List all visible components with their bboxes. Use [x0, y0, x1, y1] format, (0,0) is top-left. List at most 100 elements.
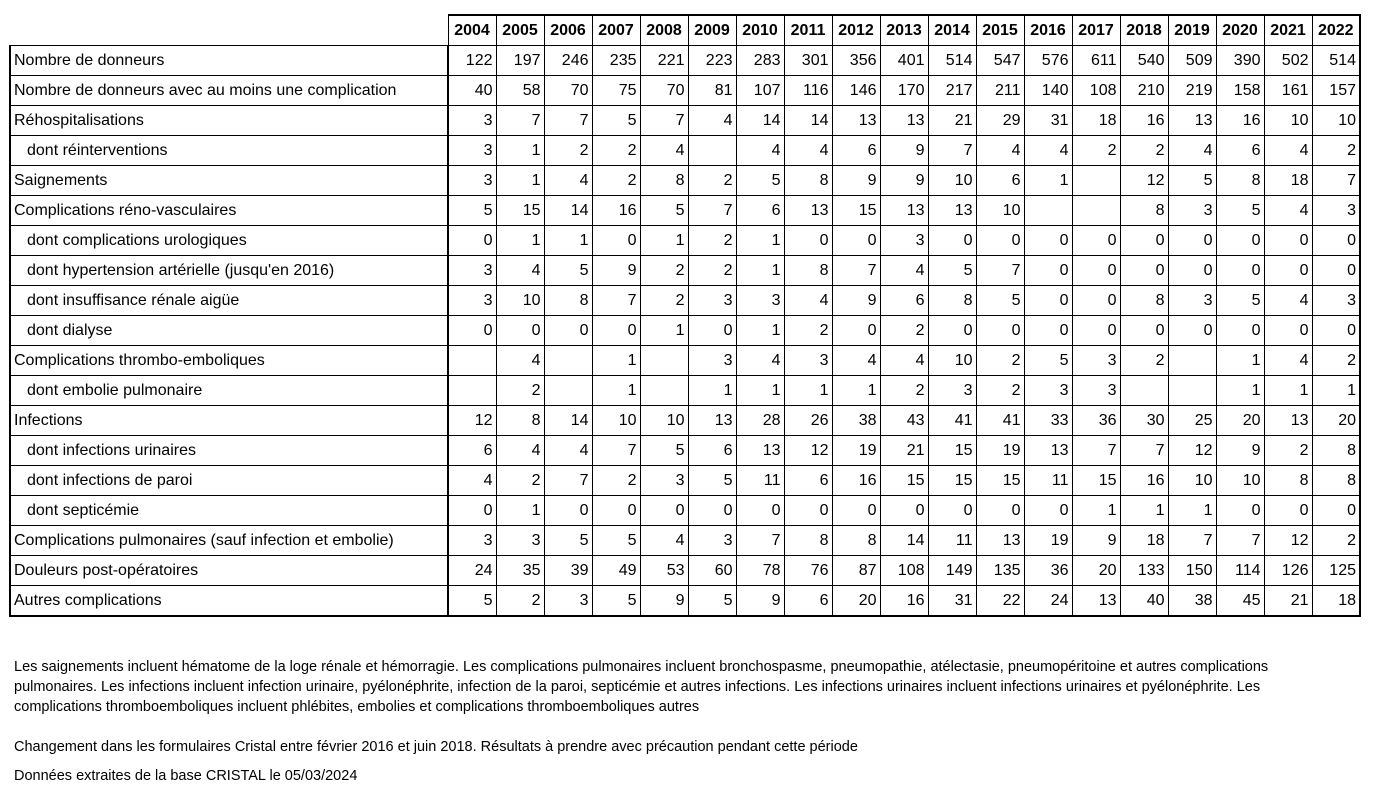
year-header: 2006: [543, 14, 593, 46]
table-cell: 4: [495, 255, 545, 286]
table-cell: 0: [927, 225, 977, 256]
table-cell: 146: [831, 75, 881, 106]
table-cell: 0: [927, 495, 977, 526]
table-row: dont hypertension artérielle (jusqu'en 2…: [9, 255, 1361, 286]
table-cell: 9: [831, 165, 881, 196]
table-row: dont embolie pulmonaire 2 1 1 1 1 1 2 3 2 3 3 1 1 1: [9, 375, 1361, 406]
table-cell: 4: [639, 525, 689, 556]
table-cell: 2: [1311, 135, 1361, 166]
form-change-note: Changement dans les formulaires Cristal …: [14, 739, 858, 755]
table-cell: 3: [447, 165, 497, 196]
table-cell: 3: [687, 345, 737, 376]
table-cell: 5: [639, 195, 689, 226]
table-cell: 2: [1119, 345, 1169, 376]
table-cell: 0: [1023, 495, 1073, 526]
table-cell: 70: [639, 75, 689, 106]
year-header: 2011: [783, 14, 833, 46]
table-cell: 78: [735, 555, 785, 586]
table-cell: 3: [1311, 195, 1361, 226]
table-cell: 3: [1167, 195, 1217, 226]
table-cell: 0: [1215, 225, 1265, 256]
table-cell: 0: [879, 495, 929, 526]
table-cell: 33: [1023, 405, 1073, 436]
table-cell: 2: [687, 225, 737, 256]
table-cell: 0: [1071, 315, 1121, 346]
table-cell: 3: [1311, 285, 1361, 316]
table-cell: 3: [543, 585, 593, 617]
table-cell: 157: [1311, 75, 1361, 106]
table-cell: 7: [735, 525, 785, 556]
table-cell: 0: [495, 315, 545, 346]
table-cell: 2: [1311, 525, 1361, 556]
table-cell: 0: [831, 315, 881, 346]
table-cell: 4: [783, 135, 833, 166]
table-row: Infections 12 8 14 10 10 13 28 26 38 43 41 41 33 36 30 2…: [9, 405, 1361, 436]
table-cell: 514: [1311, 45, 1361, 76]
table-cell: 1: [1023, 165, 1073, 196]
table-cell: [639, 345, 689, 376]
table-cell: 0: [1215, 495, 1265, 526]
table-cell: 0: [831, 495, 881, 526]
row-label: Réhospitalisations: [9, 105, 449, 136]
table-row: Complications thrombo-emboliques 4 1 3 4 3 4 4 1…: [9, 345, 1361, 376]
table-cell: 13: [879, 105, 929, 136]
table-cell: 1: [687, 375, 737, 406]
table-cell: 7: [927, 135, 977, 166]
table-cell: 0: [735, 495, 785, 526]
table-cell: 10: [495, 285, 545, 316]
table-cell: 5: [543, 255, 593, 286]
table-cell: 81: [687, 75, 737, 106]
table-cell: 21: [927, 105, 977, 136]
table-cell: 75: [591, 75, 641, 106]
table-cell: 2: [879, 315, 929, 346]
table-row: dont infections urinaires 6 4 4 7 5 6 13 12 19 21 1…: [9, 435, 1361, 466]
table-cell: 20: [1071, 555, 1121, 586]
table-cell: 7: [975, 255, 1025, 286]
table-cell: 15: [927, 465, 977, 496]
table-cell: 1: [735, 315, 785, 346]
table-cell: 1: [495, 495, 545, 526]
table-cell: 3: [879, 225, 929, 256]
table-cell: 36: [1023, 555, 1073, 586]
table-cell: 0: [1215, 255, 1265, 286]
table-cell: 149: [927, 555, 977, 586]
table-cell: 5: [975, 285, 1025, 316]
table-cell: 6: [831, 135, 881, 166]
table-cell: 19: [975, 435, 1025, 466]
table-cell: 8: [783, 525, 833, 556]
table-row: Complications pulmonaires (sauf infectio…: [9, 525, 1361, 556]
table-cell: 13: [1167, 105, 1217, 136]
year-header: 2012: [831, 14, 881, 46]
table-cell: 1: [639, 315, 689, 346]
table-cell: 0: [687, 315, 737, 346]
table-cell: 2: [591, 135, 641, 166]
table-cell: 5: [447, 585, 497, 617]
complications-table: 2004 2005 2006 2007 2008 2009 2010 2011 2012 2013…: [9, 14, 1361, 617]
table-cell: 9: [879, 135, 929, 166]
table-cell: 8: [1215, 165, 1265, 196]
table-cell: 0: [975, 315, 1025, 346]
table-cell: 1: [543, 225, 593, 256]
row-label: Complications thrombo-emboliques: [9, 345, 449, 376]
table-cell: 0: [1311, 495, 1361, 526]
table-cell: 10: [1263, 105, 1313, 136]
table-cell: 16: [831, 465, 881, 496]
table-cell: 20: [831, 585, 881, 617]
table-cell: 0: [831, 225, 881, 256]
table-cell: 116: [783, 75, 833, 106]
table-cell: 19: [831, 435, 881, 466]
table-cell: 7: [687, 195, 737, 226]
table-cell: 38: [831, 405, 881, 436]
table-cell: 24: [1023, 585, 1073, 617]
table-cell: 3: [1167, 285, 1217, 316]
table-row: dont insuffisance rénale aigüe 3 10 8 7 2 3 3 4 9…: [9, 285, 1361, 316]
table-cell: 4: [1023, 135, 1073, 166]
table-cell: 107: [735, 75, 785, 106]
table-cell: 5: [687, 465, 737, 496]
table-cell: 5: [543, 525, 593, 556]
table-cell: 6: [783, 465, 833, 496]
table-cell: 10: [1167, 465, 1217, 496]
table-cell: 197: [495, 45, 545, 76]
table-cell: 4: [495, 435, 545, 466]
table-cell: 150: [1167, 555, 1217, 586]
